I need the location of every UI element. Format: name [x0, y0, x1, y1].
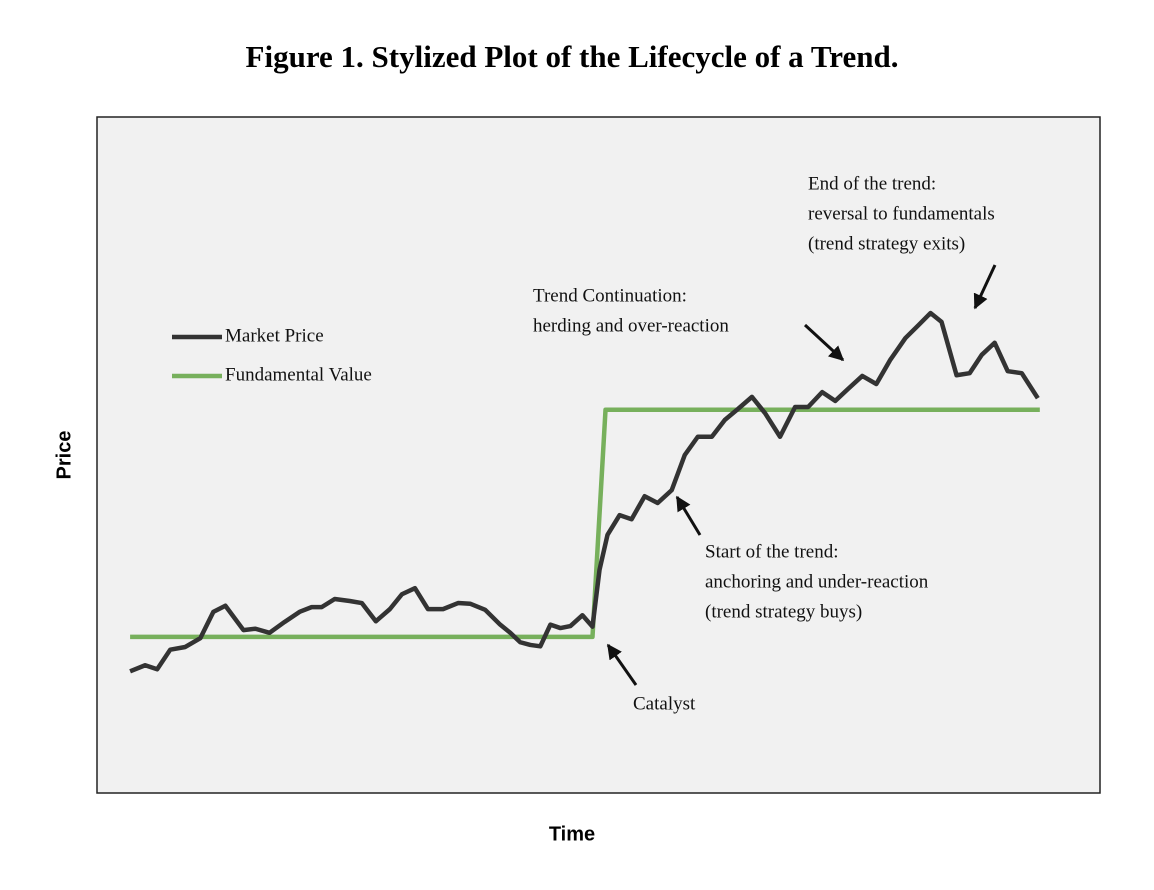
annotation: End of the trend:: [808, 173, 936, 194]
arrow: [973, 264, 997, 310]
arrows: [606, 264, 997, 686]
annotation: herding and over-reaction: [533, 315, 729, 336]
legend: Market Price Fundamental Value: [172, 325, 372, 385]
annotation: (trend strategy exits): [808, 233, 965, 254]
arrow: [675, 495, 702, 536]
x-axis-label: Time: [549, 823, 595, 845]
annotation: (trend strategy buys): [705, 601, 862, 622]
line-series: [129, 310, 1040, 674]
line-series: [130, 407, 1040, 640]
plot-area: [96, 116, 1101, 794]
annotation: Start of the trend:: [705, 541, 839, 562]
annotation: reversal to fundamentals: [808, 203, 995, 224]
legend-label: Fundamental Value: [225, 364, 372, 385]
legend-label: Market Price: [225, 325, 324, 346]
annotations: End of the trend: reversal to fundamental…: [533, 173, 995, 714]
annotation: anchoring and under-reaction: [705, 571, 929, 592]
series-group: [129, 310, 1040, 674]
arrow: [606, 643, 638, 686]
y-axis-label: Price: [53, 431, 75, 480]
annotation: Trend Continuation:: [533, 285, 687, 306]
arrow: [803, 323, 845, 362]
annotation: Catalyst: [633, 693, 696, 714]
chart-title: Figure 1. Stylized Plot of the Lifecycle…: [246, 39, 899, 74]
